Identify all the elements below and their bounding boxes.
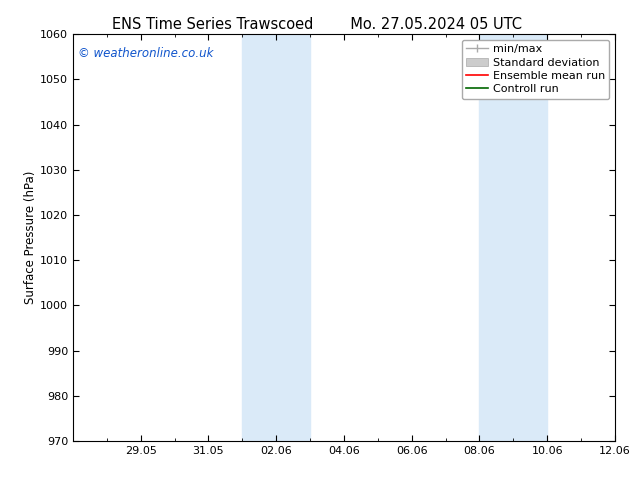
Text: ENS Time Series Trawscoed        Mo. 27.05.2024 05 UTC: ENS Time Series Trawscoed Mo. 27.05.2024…	[112, 17, 522, 32]
Bar	[479, 34, 547, 441]
Text: © weatheronline.co.uk: © weatheronline.co.uk	[79, 47, 214, 59]
Legend: min/max, Standard deviation, Ensemble mean run, Controll run: min/max, Standard deviation, Ensemble me…	[462, 40, 609, 99]
Bar	[242, 34, 310, 441]
Y-axis label: Surface Pressure (hPa): Surface Pressure (hPa)	[24, 171, 37, 304]
